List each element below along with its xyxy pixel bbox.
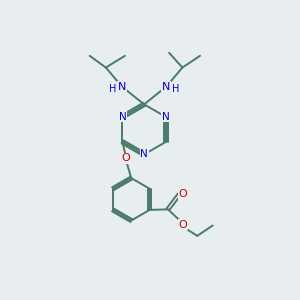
Text: N: N [162, 82, 170, 92]
Text: N: N [118, 82, 126, 92]
Text: O: O [178, 189, 187, 199]
Text: O: O [121, 153, 130, 163]
Text: O: O [179, 220, 188, 230]
Text: N: N [162, 112, 170, 122]
Text: H: H [172, 84, 179, 94]
Text: N: N [140, 149, 148, 159]
Text: N: N [118, 112, 126, 122]
Text: H: H [109, 84, 116, 94]
